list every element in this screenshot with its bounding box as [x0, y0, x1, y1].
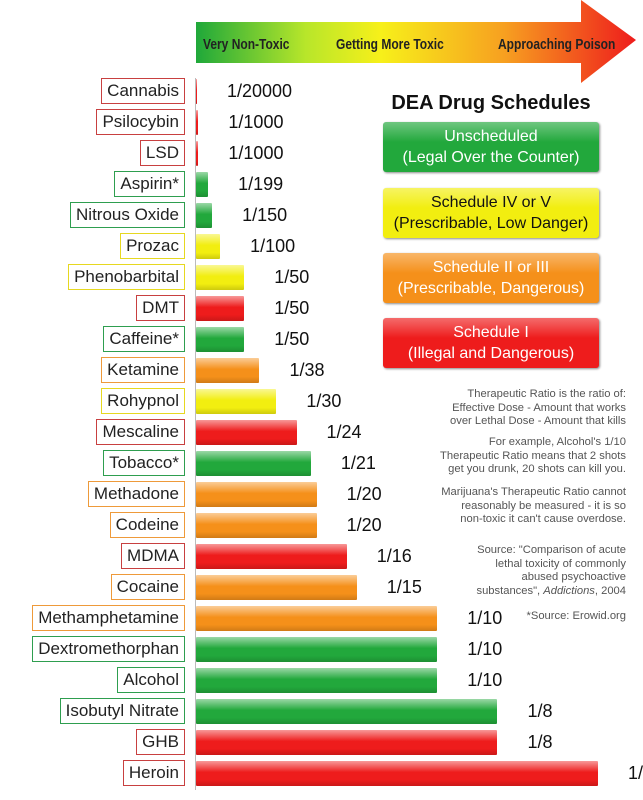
bar — [196, 730, 498, 755]
drug-label: GHB — [136, 729, 185, 755]
drug-label: Tobacco* — [103, 450, 185, 476]
ratio-label: 1/15 — [386, 577, 422, 597]
note-example: For example, Alcohol's 1/10 Therapeutic … — [440, 436, 626, 475]
drug-label: Isobutyl Nitrate — [59, 698, 185, 724]
drug-label: Aspirin* — [114, 171, 185, 197]
bar — [196, 203, 213, 228]
bar — [196, 451, 311, 476]
drug-label: Methamphetamine — [32, 605, 185, 631]
drug-label: Codeine — [109, 512, 185, 538]
legend-item-description: (Prescribable, Dangerous) — [397, 280, 585, 297]
ratio-label: 1/50 — [274, 329, 310, 349]
ratio-label: 1/10 — [467, 670, 503, 690]
drug-label: Nitrous Oxide — [70, 202, 185, 228]
drug-label: Heroin — [122, 760, 185, 786]
legend-item-title: Unscheduled — [444, 128, 538, 145]
arrow-label-non-toxic: Very Non-Toxic — [203, 36, 290, 53]
legend-item-ii-iii: Schedule II or III (Prescribable, Dangero… — [383, 253, 599, 303]
drug-label: Phenobarbital — [68, 264, 185, 290]
drug-label: MDMA — [121, 543, 185, 569]
source-text: Source: "Comparison of acute lethal toxi… — [476, 544, 626, 597]
legend-item-title: Schedule IV or V — [430, 194, 552, 211]
ratio-label: 1/30 — [306, 391, 342, 411]
bar — [196, 296, 245, 321]
ratio-label: 1/38 — [289, 360, 325, 380]
ratio-label: 1/8 — [527, 701, 553, 721]
ratio-label: 1/16 — [376, 546, 412, 566]
bar — [196, 606, 438, 631]
note-erowid: *Source: Erowid.org — [526, 610, 627, 622]
legend-item-title: Schedule II or III — [432, 259, 550, 276]
ratio-label: 1/20000 — [227, 81, 293, 101]
bar — [196, 234, 221, 259]
bar — [196, 420, 297, 445]
note-source: Source: "Comparison of acute lethal toxi… — [476, 544, 626, 598]
note-definition: Therapeutic Ratio is the ratio of: Effec… — [450, 388, 626, 427]
bar — [196, 544, 347, 569]
drug-label: Psilocybin — [96, 109, 185, 135]
ratio-label: 1/21 — [340, 453, 376, 473]
ratio-label: 1/24 — [326, 422, 362, 442]
drug-label: Cocaine — [110, 574, 185, 600]
legend-item-i: Schedule I (Illegal and Dangerous) — [383, 318, 599, 368]
source-year: , 2004 — [594, 584, 626, 597]
legend-item-title: Schedule I — [453, 324, 529, 341]
drug-label: Alcohol — [117, 667, 185, 693]
arrow-label-poison: Approaching Poison — [498, 36, 616, 53]
legend-title: DEA Drug Schedules — [391, 92, 591, 114]
ratio-label: 1/50 — [274, 267, 310, 287]
bar — [196, 761, 598, 786]
legend-item-description: (Legal Over the Counter) — [402, 149, 580, 166]
bar — [196, 389, 277, 414]
ratio-label: 1/100 — [250, 236, 296, 256]
arrow-label-more-toxic: Getting More Toxic — [336, 36, 444, 53]
legend-item-unscheduled: Unscheduled (Legal Over the Counter) — [383, 122, 599, 172]
bar — [196, 637, 438, 662]
ratio-label: 1/10 — [467, 608, 503, 628]
ratio-label: 1/1000 — [228, 112, 284, 132]
note-marijuana: Marijuana's Therapeutic Ratio cannot rea… — [441, 486, 626, 525]
drug-label: Prozac — [120, 233, 185, 259]
bar — [196, 513, 317, 538]
bar — [196, 110, 199, 135]
bar — [196, 699, 498, 724]
ratio-label: 1/20 — [346, 515, 382, 535]
ratio-label: 1/150 — [242, 205, 288, 225]
ratio-label: 1/50 — [274, 298, 310, 318]
bar — [196, 668, 438, 693]
drug-label: Cannabis — [101, 78, 185, 104]
drug-label: Ketamine — [101, 357, 185, 383]
bar — [196, 265, 245, 290]
legend-item-iv-v: Schedule IV or V (Prescribable, Low Dange… — [383, 188, 599, 238]
toxicity-gradient-arrow — [196, 0, 636, 83]
bar — [196, 79, 197, 104]
bar — [196, 358, 260, 383]
ratio-label: 1/8 — [527, 732, 553, 752]
ratio-label: 1/6 — [628, 763, 643, 783]
source-journal: Addictions — [543, 584, 595, 597]
drug-label: LSD — [139, 140, 185, 166]
bar — [196, 141, 199, 166]
drug-label: Methadone — [87, 481, 185, 507]
bar — [196, 327, 245, 352]
drug-label: Dextromethorphan — [32, 636, 185, 662]
drug-label: Rohypnol — [101, 388, 185, 414]
bar — [196, 172, 209, 197]
legend-item-description: (Prescribable, Low Danger) — [393, 215, 589, 232]
ratio-label: 1/10 — [467, 639, 503, 659]
ratio-label: 1/20 — [346, 484, 382, 504]
drug-label: Caffeine* — [103, 326, 185, 352]
bar — [196, 575, 357, 600]
drug-label: DMT — [136, 295, 185, 321]
drug-label: Mescaline — [96, 419, 185, 445]
axis-line — [195, 78, 196, 790]
ratio-label: 1/1000 — [228, 143, 284, 163]
ratio-label: 1/199 — [238, 174, 284, 194]
bar — [196, 482, 317, 507]
legend-item-description: (Illegal and Dangerous) — [407, 345, 575, 362]
